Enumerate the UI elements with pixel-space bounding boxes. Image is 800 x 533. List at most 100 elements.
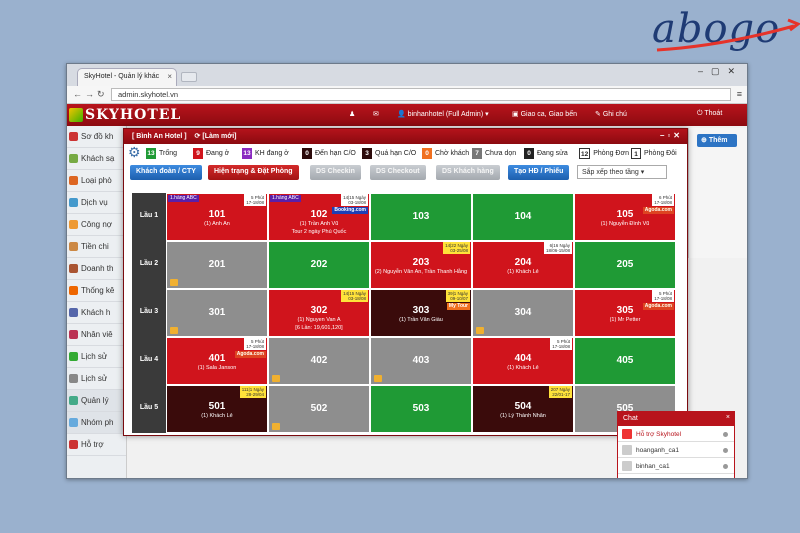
gear-icon[interactable]: ⚙ [128, 144, 141, 160]
room-tile[interactable]: 402 [268, 337, 370, 385]
chat-user[interactable]: binhan_ca1 [618, 458, 734, 474]
sidebar-item-8[interactable]: Khách h [67, 302, 126, 324]
checkout-list-button[interactable]: DS Checkout [370, 165, 426, 180]
notes-button[interactable]: ✎ Ghi chú [595, 111, 627, 118]
sidebar-item-2[interactable]: Loại phò [67, 170, 126, 192]
app-header: SKYHOTEL ♟ ✉ 👤 binhanhotel (Full Admin) … [67, 104, 747, 126]
logout-button[interactable]: ⏻ Thoát [697, 110, 723, 117]
room-tile[interactable]: 403 [370, 337, 472, 385]
room-tile[interactable]: 504 (1) Lý Thành Nhân 207 Ngày 22/01-17 [472, 385, 574, 433]
legend-count: 7 [472, 148, 482, 159]
room-tile[interactable]: 102 (1) Trần Anh Vũ Tour 2 ngày Phú Quốc 1.… [268, 193, 370, 241]
sidebar-icon [69, 220, 78, 229]
room-tile[interactable]: 501 (1) Khách Lẻ 111|1 Ngày 28-29/04 [166, 385, 268, 433]
room-tile[interactable]: 302 (1) Nguyen Van A [6 Lần: 19,601,120] 14… [268, 289, 370, 337]
room-tile[interactable]: 203 (2) Nguyễn Văn An, Trần Thanh Hằng 14|… [370, 241, 472, 289]
group-customer-button[interactable]: Khách đoàn / CTY [130, 165, 202, 180]
room-tile[interactable]: 204 (1) Khách Lẻ 6|16 Ngày 18/06-15/08 [472, 241, 574, 289]
create-invoice-button[interactable]: Tạo HĐ / Phiếu [508, 165, 570, 180]
new-tab-button[interactable] [181, 72, 197, 82]
broom-icon [170, 279, 178, 286]
room-tile[interactable]: 305 (1) Mr Petter 5 Phút 17-18/08 Agoda.com [574, 289, 676, 337]
room-number: 103 [412, 211, 430, 222]
room-tile[interactable]: 404 (1) Khách Lẻ 5 Phút 17-18/08 [472, 337, 574, 385]
room-tile[interactable]: 503 [370, 385, 472, 433]
legend-item[interactable]: 9 Đang ở [193, 148, 229, 159]
legend-item[interactable]: 3 Quá hạn C/O [362, 148, 416, 159]
window-controls[interactable]: –▢✕ [697, 66, 743, 76]
chat-panel: Chat × Hỗ trợ Skyhotel hoanganh_ca1 binha… [617, 411, 735, 478]
refresh-link[interactable]: [Làm mới] [202, 133, 237, 140]
refresh-icon[interactable]: ⟳ [194, 133, 201, 140]
room-tile[interactable]: 101 (1) Anh An 1.hàng ABC 5 Phút 17-18/08 [166, 193, 268, 241]
room-tile[interactable]: 105 (1) Nguyễn Đình Vũ 6 Phút 17-18/08 Agod… [574, 193, 676, 241]
sidebar-icon [69, 132, 78, 141]
chat-header[interactable]: Chat × [618, 412, 734, 426]
stay-duration: 6|16 Ngày 18/06-15/08 [543, 242, 572, 254]
legend-item[interactable]: 12 Phòng Đơn [579, 148, 629, 159]
status-dot [723, 432, 728, 437]
reload-icon[interactable]: ↻ [97, 89, 105, 99]
shift-button[interactable]: ▣ Giao ca, Giao bến [512, 111, 577, 118]
sidebar-item-1[interactable]: Khách sạ [67, 148, 126, 170]
modal-controls[interactable]: –▫✕ [660, 131, 683, 140]
sidebar-item-9[interactable]: Nhân viê [67, 324, 126, 346]
sidebar-item-7[interactable]: Thống kê [67, 280, 126, 302]
room-tile[interactable]: 301 [166, 289, 268, 337]
sidebar-item-0[interactable]: Sơ đồ kh [67, 126, 126, 148]
legend-item[interactable]: 13 Trống [146, 148, 177, 159]
mail-icon[interactable]: ✉ [373, 111, 379, 118]
legend-item[interactable]: 13 KH đang ở [242, 148, 289, 159]
customer-list-button[interactable]: DS Khách hàng [436, 165, 500, 180]
legend-item[interactable]: 0 Chờ khách [422, 148, 469, 159]
room-tile[interactable]: 205 [574, 241, 676, 289]
room-tile[interactable]: 405 [574, 337, 676, 385]
room-number: 401 [208, 353, 226, 364]
avatar [622, 461, 632, 471]
legend-item[interactable]: 7 Chưa dọn [472, 148, 516, 159]
room-tile[interactable]: 201 [166, 241, 268, 289]
url-input[interactable]: admin.skyhotel.vn [111, 88, 731, 101]
sort-select[interactable]: Sắp xếp theo tầng ▾ [577, 165, 667, 179]
sidebar-item-13[interactable]: Nhóm ph [67, 412, 126, 434]
room-tile[interactable]: 303 (1) Trần Văn Giàu 39|1 Ngày 09-10/07 My… [370, 289, 472, 337]
room-number: 204 [514, 257, 532, 268]
close-icon[interactable]: × [167, 72, 172, 81]
menu-icon[interactable]: ≡ [736, 89, 742, 99]
legend-count: 9 [193, 148, 203, 159]
legend-item[interactable]: 0 Đến hạn C/O [302, 148, 356, 159]
legend-item[interactable]: 0 Đang sửa [524, 148, 568, 159]
floor-label: Lầu 3 [132, 289, 166, 337]
room-tile[interactable]: 104 [472, 193, 574, 241]
room-tile[interactable]: 304 [472, 289, 574, 337]
sidebar-item-4[interactable]: Công nợ [67, 214, 126, 236]
map-icon[interactable]: ♟ [349, 111, 356, 118]
forward-icon[interactable]: → [85, 89, 94, 99]
browser-tab[interactable]: SkyHotel - Quản lý khác × [77, 68, 177, 86]
room-number: 402 [310, 355, 328, 366]
close-icon[interactable]: × [725, 414, 730, 421]
chat-user[interactable]: hoanganh_ca1 [618, 442, 734, 458]
room-tile[interactable]: 103 [370, 193, 472, 241]
room-number: 201 [208, 259, 226, 270]
sidebar-item-10[interactable]: Lịch sử [67, 346, 126, 368]
room-tile[interactable]: 502 [268, 385, 370, 433]
sidebar-item-12[interactable]: Quản lý [67, 390, 126, 412]
back-icon[interactable]: ← [73, 89, 82, 99]
room-tile[interactable]: 202 [268, 241, 370, 289]
chat-support[interactable]: Hỗ trợ Skyhotel [618, 426, 734, 442]
right-panel [688, 128, 747, 258]
sidebar-icon [69, 242, 78, 251]
sidebar-item-11[interactable]: Lịch sử [67, 368, 126, 390]
room-tile[interactable]: 401 (1) Sala Janson 5 Phút 17-18/08 Agoda.c… [166, 337, 268, 385]
user-menu[interactable]: 👤 binhanhotel (Full Admin) ▾ [397, 111, 489, 118]
status-booking-button[interactable]: Hiện trạng & Đặt Phòng [208, 165, 299, 180]
add-button[interactable]: ⊕ Thêm [697, 134, 737, 147]
checkin-list-button[interactable]: DS Checkin [310, 165, 361, 180]
sidebar-item-5[interactable]: Tiền chi [67, 236, 126, 258]
sidebar-item-3[interactable]: Dịch vụ [67, 192, 126, 214]
sidebar-item-14[interactable]: Hỗ trợ [67, 434, 126, 456]
broom-icon [272, 423, 280, 430]
legend-item[interactable]: 1 Phòng Đôi [631, 148, 677, 159]
sidebar-item-6[interactable]: Doanh th [67, 258, 126, 280]
